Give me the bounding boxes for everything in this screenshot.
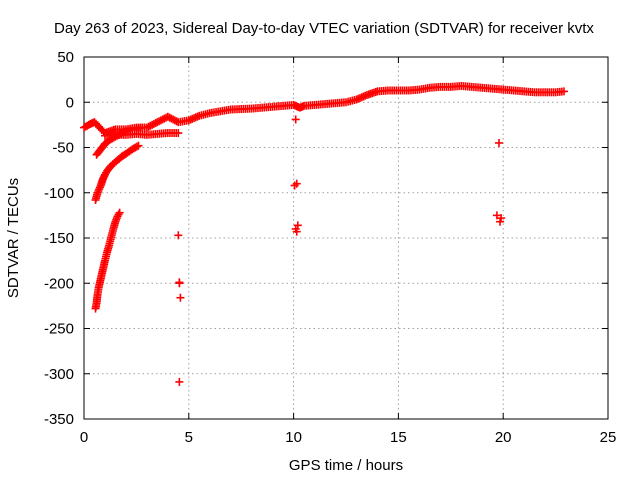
- x-tick-label: 20: [495, 429, 512, 446]
- data-point: [151, 119, 160, 128]
- y-tick-label: -100: [44, 185, 74, 202]
- y-tick-label: 50: [57, 49, 74, 66]
- data-point: [156, 116, 165, 125]
- x-tick-label: 0: [80, 429, 88, 446]
- data-point: [496, 217, 505, 226]
- data-point: [138, 123, 147, 132]
- data-point: [497, 214, 506, 223]
- data-point: [149, 119, 158, 128]
- points-layer: [80, 81, 568, 386]
- x-tick-label: 10: [285, 429, 302, 446]
- y-tick-label: -150: [44, 230, 74, 247]
- grid-layer: [84, 57, 608, 419]
- data-point: [146, 121, 155, 130]
- y-tick-label: -350: [44, 411, 74, 428]
- data-point: [148, 120, 157, 129]
- data-point: [495, 138, 504, 147]
- data-point: [174, 129, 183, 138]
- data-point: [134, 141, 143, 150]
- data-point: [167, 114, 176, 123]
- x-tick-label: 5: [185, 429, 193, 446]
- data-point: [132, 142, 141, 151]
- y-tick-label: -250: [44, 321, 74, 338]
- data-point: [144, 122, 153, 131]
- y-axis-label: SDTVAR / TECUs: [5, 178, 22, 298]
- data-point: [115, 208, 124, 217]
- data-point: [158, 115, 167, 124]
- y-tick-label: -200: [44, 275, 74, 292]
- data-point: [292, 227, 301, 236]
- x-tick-label: 25: [600, 429, 617, 446]
- chart-title: Day 263 of 2023, Sidereal Day-to-day VTE…: [54, 20, 594, 37]
- data-point: [165, 113, 174, 122]
- y-tick-label: -50: [52, 140, 74, 157]
- y-tick-label: 0: [66, 94, 74, 111]
- x-tick-label: 15: [390, 429, 407, 446]
- tick-layer: 0 5 10 15 20 25 50 0 -50 -100 -150 -200 -250 -300 -350: [44, 49, 616, 446]
- data-point: [175, 377, 184, 386]
- data-point: [492, 211, 501, 220]
- data-point: [291, 115, 300, 124]
- x-axis-label: GPS time / hours: [289, 457, 403, 474]
- data-point: [169, 115, 178, 124]
- data-point: [153, 118, 162, 127]
- data-point: [163, 112, 172, 121]
- data-point: [559, 87, 568, 96]
- data-point: [155, 117, 164, 126]
- data-point: [175, 279, 184, 288]
- data-point: [290, 181, 299, 190]
- data-point: [170, 116, 179, 125]
- y-tick-label: -300: [44, 366, 74, 383]
- data-point: [114, 210, 123, 219]
- data-point: [160, 114, 169, 123]
- data-point: [176, 293, 185, 302]
- data-point: [174, 231, 183, 240]
